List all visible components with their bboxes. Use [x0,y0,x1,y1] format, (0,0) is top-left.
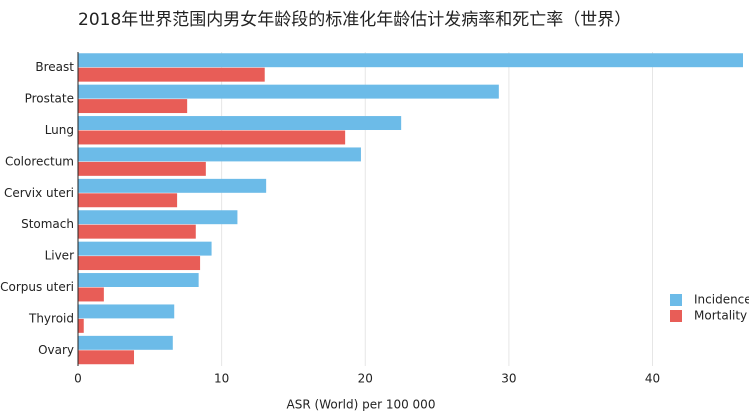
bar [78,130,346,145]
x-tick-label: 10 [214,372,229,386]
bar [78,350,135,365]
legend-label: Mortality [694,309,747,323]
y-tick-label: Cervix uteri [4,186,74,200]
y-tick-label: Breast [35,60,74,74]
legend-swatch [670,310,682,322]
bar [78,287,104,302]
bar [78,147,361,162]
y-tick-label: Stomach [21,217,74,231]
x-tick-label: 40 [645,372,660,386]
bar [78,224,196,239]
legend-label: Incidence [694,293,749,307]
bar [78,335,173,350]
bar [78,99,188,114]
chart-title: 2018年世界范围内男女年龄段的标准化年龄估计发病率和死亡率（世界） [78,10,631,30]
bar [78,193,178,208]
bar [78,161,206,176]
y-tick-label: Thyroid [28,311,74,325]
bar [78,241,212,256]
y-tick-label: Lung [45,123,74,137]
bar [78,304,175,319]
legend-swatch [670,294,682,306]
y-tick-label: Prostate [25,92,74,106]
x-tick-label: 30 [501,372,516,386]
bar [78,210,238,225]
bar [78,67,265,82]
y-tick-label: Corpus uteri [0,280,74,294]
bar [78,116,402,130]
bar [78,53,743,68]
y-tick-label: Colorectum [5,154,74,168]
bar [78,178,267,193]
x-axis-label: ASR (World) per 100 000 [287,398,436,411]
bar [78,256,201,271]
y-tick-label: Liver [45,249,75,263]
x-tick-label: 20 [358,372,373,386]
y-tick-label: Ovary [38,343,74,357]
bar [78,273,199,287]
bar [78,318,84,333]
x-tick-label: 0 [74,372,82,386]
bar [78,84,499,99]
